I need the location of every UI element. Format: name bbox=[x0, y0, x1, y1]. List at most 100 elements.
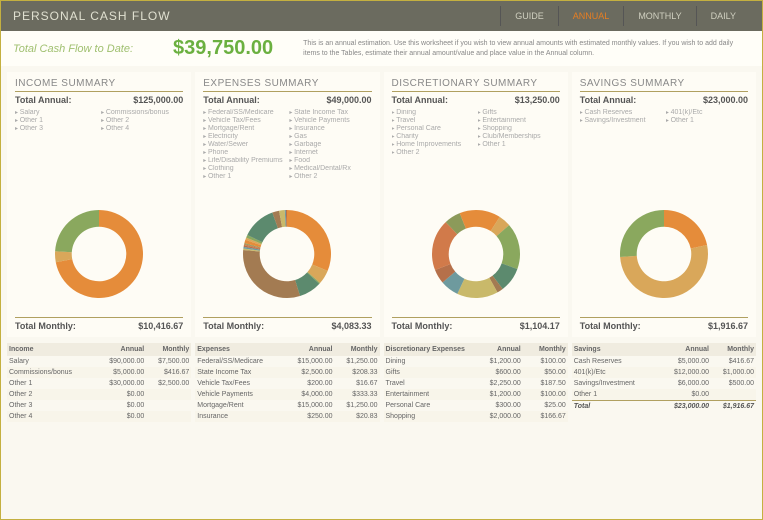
table-row[interactable]: 401(k)/Etc$12,000.00$1,000.00 bbox=[572, 367, 756, 378]
total-description: This is an annual estimation. Use this w… bbox=[303, 39, 750, 57]
summary-item: Other 3 bbox=[15, 125, 97, 132]
donut-chart bbox=[580, 199, 748, 309]
summary-item: Charity bbox=[392, 133, 474, 140]
summary-item: 401(k)/Etc bbox=[666, 109, 748, 116]
panel-monthly-total: Total Monthly:$10,416.67 bbox=[15, 317, 183, 331]
table-row[interactable]: Travel$2,250.00$187.50 bbox=[384, 378, 568, 389]
table-row[interactable]: Dining$1,200.00$100.00 bbox=[384, 356, 568, 367]
table-row[interactable]: Vehicle Payments$4,000.00$333.33 bbox=[195, 389, 379, 400]
tab-guide[interactable]: GUIDE bbox=[500, 6, 558, 26]
panel-discretionary: DISCRETIONARY SUMMARY Total Annual:$13,25… bbox=[384, 72, 568, 337]
table-header: ExpensesAnnualMonthly bbox=[195, 343, 379, 356]
panel-income: INCOME SUMMARY Total Annual:$125,000.00 Sa… bbox=[7, 72, 191, 337]
summary-item: Other 1 bbox=[203, 173, 285, 180]
table-row[interactable]: Cash Reserves$5,000.00$416.67 bbox=[572, 356, 756, 367]
table-header: SavingsAnnualMonthly bbox=[572, 343, 756, 356]
summary-item: Internet bbox=[289, 149, 371, 156]
summary-item: Personal Care bbox=[392, 125, 474, 132]
panel-annual-total: Total Annual:$13,250.00 bbox=[392, 95, 560, 105]
total-cashflow-bar: Total Cash Flow to Date: $39,750.00 This… bbox=[1, 31, 762, 66]
panel-items: Dining Gifts Travel Entertainment Personal C… bbox=[392, 109, 560, 191]
summary-item: Life/Disability Premiums bbox=[203, 157, 285, 164]
summary-item: Entertainment bbox=[478, 117, 560, 124]
panel-annual-total: Total Annual:$23,000.00 bbox=[580, 95, 748, 105]
donut-chart bbox=[392, 199, 560, 309]
table-row[interactable]: State Income Tax$2,500.00$208.33 bbox=[195, 367, 379, 378]
panel-monthly-total: Total Monthly:$1,104.17 bbox=[392, 317, 560, 331]
table-row[interactable]: Federal/SS/Medicare$15,000.00$1,250.00 bbox=[195, 356, 379, 367]
panel-title: INCOME SUMMARY bbox=[15, 78, 183, 92]
summary-item: Garbage bbox=[289, 141, 371, 148]
panel-annual-total: Total Annual:$49,000.00 bbox=[203, 95, 371, 105]
table-discretionary-expenses: Discretionary ExpensesAnnualMonthlyDinin… bbox=[384, 343, 568, 422]
table-row[interactable]: Commissions/bonus$5,000.00$416.67 bbox=[7, 367, 191, 378]
summary-item: Other 2 bbox=[101, 117, 183, 124]
table-row[interactable]: Gifts$600.00$50.00 bbox=[384, 367, 568, 378]
summary-item: Phone bbox=[203, 149, 285, 156]
panel-monthly-total: Total Monthly:$4,083.33 bbox=[203, 317, 371, 331]
summary-item: Salary bbox=[15, 109, 97, 116]
detail-tables: IncomeAnnualMonthlySalary$90,000.00$7,50… bbox=[1, 343, 762, 428]
summary-item: Mortgage/Rent bbox=[203, 125, 285, 132]
tab-annual[interactable]: ANNUAL bbox=[558, 6, 624, 26]
summary-item: Home Improvements bbox=[392, 141, 474, 148]
panel-title: SAVINGS SUMMARY bbox=[580, 78, 748, 92]
table-row[interactable]: Other 4$0.00 bbox=[7, 411, 191, 422]
summary-item: Dining bbox=[392, 109, 474, 116]
summary-item: State Income Tax bbox=[289, 109, 371, 116]
summary-item: Club/Memberships bbox=[478, 133, 560, 140]
summary-item: Travel bbox=[392, 117, 474, 124]
summary-item: Other 1 bbox=[478, 141, 560, 148]
donut-chart bbox=[203, 199, 371, 309]
summary-item: Commissions/bonus bbox=[101, 109, 183, 116]
summary-item: Electricity bbox=[203, 133, 285, 140]
total-amount: $39,750.00 bbox=[173, 37, 273, 60]
panel-monthly-total: Total Monthly:$1,916.67 bbox=[580, 317, 748, 331]
table-row[interactable]: Other 3$0.00 bbox=[7, 400, 191, 411]
summary-item: Food bbox=[289, 157, 371, 164]
summary-item: Federal/SS/Medicare bbox=[203, 109, 285, 116]
table-expenses: ExpensesAnnualMonthlyFederal/SS/Medicare… bbox=[195, 343, 379, 422]
app-title: PERSONAL CASH FLOW bbox=[13, 9, 500, 23]
tab-monthly[interactable]: MONTHLY bbox=[623, 6, 695, 26]
table-total: Total$23,000.00$1,916.67 bbox=[572, 400, 756, 412]
table-row[interactable]: Other 2$0.00 bbox=[7, 389, 191, 400]
table-row[interactable]: Other 1$0.00 bbox=[572, 389, 756, 400]
tab-strip: GUIDEANNUALMONTHLYDAILY bbox=[500, 6, 750, 26]
table-row[interactable]: Insurance$250.00$20.83 bbox=[195, 411, 379, 422]
panel-annual-total: Total Annual:$125,000.00 bbox=[15, 95, 183, 105]
table-row[interactable]: Entertainment$1,200.00$100.00 bbox=[384, 389, 568, 400]
summary-item: Gifts bbox=[478, 109, 560, 116]
table-header: Discretionary ExpensesAnnualMonthly bbox=[384, 343, 568, 356]
total-label: Total Cash Flow to Date: bbox=[13, 43, 133, 55]
table-header: IncomeAnnualMonthly bbox=[7, 343, 191, 356]
panel-expenses: EXPENSES SUMMARY Total Annual:$49,000.00 F… bbox=[195, 72, 379, 337]
table-income: IncomeAnnualMonthlySalary$90,000.00$7,50… bbox=[7, 343, 191, 422]
table-savings: SavingsAnnualMonthlyCash Reserves$5,000.… bbox=[572, 343, 756, 422]
panel-items: Cash Reserves401(k)/EtcSavings/Investmen… bbox=[580, 109, 748, 191]
panel-title: EXPENSES SUMMARY bbox=[203, 78, 371, 92]
summary-item: Savings/Investment bbox=[580, 117, 662, 124]
summary-panels: INCOME SUMMARY Total Annual:$125,000.00 Sa… bbox=[1, 66, 762, 343]
summary-item: Other 1 bbox=[666, 117, 748, 124]
summary-item: Gas bbox=[289, 133, 371, 140]
table-row[interactable]: Savings/Investment$6,000.00$500.00 bbox=[572, 378, 756, 389]
panel-title: DISCRETIONARY SUMMARY bbox=[392, 78, 560, 92]
summary-item: Other 2 bbox=[289, 173, 371, 180]
summary-item: Other 1 bbox=[15, 117, 97, 124]
panel-items: Federal/SS/Medicare State Income TaxVehic… bbox=[203, 109, 371, 191]
panel-savings: SAVINGS SUMMARY Total Annual:$23,000.00 Ca… bbox=[572, 72, 756, 337]
donut-chart bbox=[15, 199, 183, 309]
summary-item: Insurance bbox=[289, 125, 371, 132]
table-row[interactable]: Mortgage/Rent$15,000.00$1,250.00 bbox=[195, 400, 379, 411]
table-row[interactable]: Vehicle Tax/Fees$200.00$16.67 bbox=[195, 378, 379, 389]
table-row[interactable]: Other 1$30,000.00$2,500.00 bbox=[7, 378, 191, 389]
summary-item: Vehicle Payments bbox=[289, 117, 371, 124]
tab-daily[interactable]: DAILY bbox=[696, 6, 750, 26]
summary-item: Clothing bbox=[203, 165, 285, 172]
table-row[interactable]: Salary$90,000.00$7,500.00 bbox=[7, 356, 191, 367]
table-row[interactable]: Shopping$2,000.00$166.67 bbox=[384, 411, 568, 422]
summary-item: Other 2 bbox=[392, 149, 474, 156]
table-row[interactable]: Personal Care$300.00$25.00 bbox=[384, 400, 568, 411]
header-bar: PERSONAL CASH FLOW GUIDEANNUALMONTHLYDAI… bbox=[1, 1, 762, 31]
